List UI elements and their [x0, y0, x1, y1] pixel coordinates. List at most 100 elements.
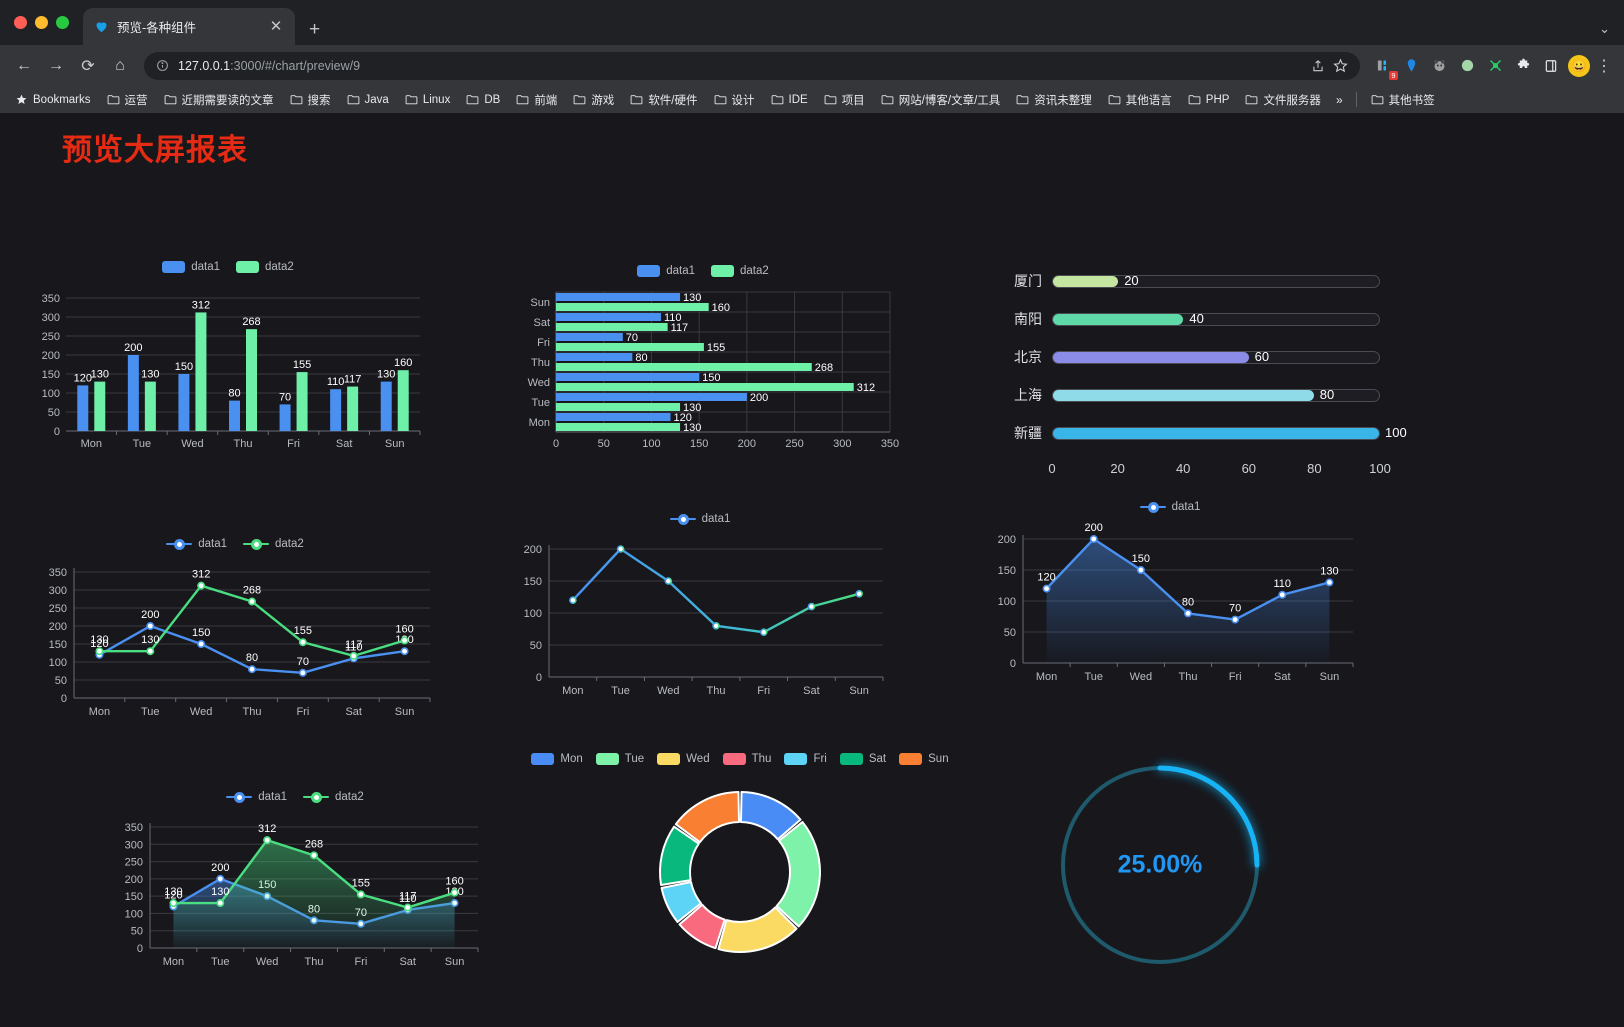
folder-icon — [164, 95, 176, 105]
close-icon[interactable]: ✕ — [269, 18, 283, 35]
legend-item[interactable]: data2 — [711, 265, 769, 277]
legend-item[interactable]: data2 — [236, 261, 294, 273]
legend-swatch — [531, 753, 555, 765]
address-bar[interactable]: 127.0.0.1:3000/#/chart/preview/9 — [144, 51, 1360, 80]
progress-row[interactable]: 北京 60 — [1000, 347, 1380, 367]
progress-row[interactable]: 上海 80 — [1000, 385, 1380, 405]
bookmark-folder[interactable]: 游戏 — [566, 89, 621, 111]
bookmark-folder[interactable]: 运营 — [100, 89, 155, 111]
home-icon[interactable]: ⌂ — [115, 56, 125, 74]
svg-text:Tue: Tue — [211, 956, 230, 968]
axis-tick-label: 100 — [1369, 461, 1391, 476]
svg-text:268: 268 — [305, 838, 323, 850]
legend-item[interactable]: Sat — [839, 753, 886, 765]
legend-item[interactable]: Fri — [784, 753, 827, 765]
svg-text:110: 110 — [345, 641, 363, 653]
menu-icon[interactable]: ⋮ — [1596, 57, 1612, 75]
progress-row[interactable]: 新疆 100 — [1000, 423, 1407, 443]
bookmark-folder[interactable]: 项目 — [817, 89, 872, 111]
svg-text:Sat: Sat — [399, 956, 416, 968]
progress-fill — [1053, 275, 1119, 287]
pin-ext-icon[interactable] — [1398, 53, 1424, 79]
bookmark-folder[interactable]: 前端 — [509, 89, 564, 111]
legend-label: Mon — [560, 753, 583, 765]
window-controls[interactable] — [10, 0, 83, 45]
svg-text:70: 70 — [279, 391, 291, 403]
progress-track: 20 — [1052, 273, 1380, 288]
bookmark-folder[interactable]: 其他语言 — [1101, 89, 1179, 111]
panda-ext-icon[interactable] — [1426, 53, 1452, 79]
green-circle-ext-icon[interactable] — [1454, 53, 1480, 79]
bookmark-folder[interactable]: 资讯未整理 — [1009, 89, 1099, 111]
svg-text:0: 0 — [54, 426, 60, 438]
legend-item[interactable]: data1 — [637, 265, 695, 277]
legend-item[interactable]: Tue — [595, 753, 645, 765]
legend-item[interactable]: data1 — [226, 791, 287, 803]
bookmarks-overflow-button[interactable]: » — [1335, 92, 1343, 107]
info-icon[interactable] — [156, 59, 169, 72]
bookmark-folder[interactable]: 软件/硬件 — [623, 89, 704, 111]
bookmark-folder[interactable]: PHP — [1181, 91, 1237, 109]
xmind-ext-icon[interactable] — [1482, 53, 1508, 79]
legend-item[interactable]: data2 — [243, 538, 304, 550]
bookmark-folder[interactable]: DB — [459, 91, 507, 109]
chart-donut[interactable]: Mon Tue Wed Thu Fri Sat Sun — [520, 753, 960, 1003]
chart-bar-horizontal[interactable]: data1 data2 0 50 100 150 200 250 300 350 130 160 Su… — [508, 265, 899, 480]
legend-label: Tue — [624, 753, 645, 765]
svg-text:Mon: Mon — [89, 706, 110, 718]
share-icon[interactable] — [1311, 59, 1325, 73]
divider — [1355, 92, 1357, 107]
bookmark-folder[interactable]: 网站/博客/文章/工具 — [874, 89, 1008, 111]
folder-icon — [824, 95, 837, 105]
bookmark-folder-label: 近期需要读的文章 — [181, 94, 274, 107]
progress-row[interactable]: 南阳 40 — [1000, 309, 1380, 329]
bookmark-folder[interactable]: 文件服务器 — [1238, 89, 1328, 111]
legend-item[interactable]: data2 — [303, 791, 364, 803]
new-tab-button[interactable]: + — [309, 19, 321, 40]
chart-line-two-series[interactable]: data1 data2 0 50 100 150 200 250 300 350 Mon Tue We… — [30, 538, 440, 753]
sidebar-ext-icon[interactable]: 9 — [1370, 53, 1398, 80]
legend-item[interactable]: Sun — [899, 753, 949, 765]
chart-line-gradient[interactable]: data1 0 50 100 150 200 Mon Tue Wed Thu Fri Sat Sun — [505, 513, 895, 728]
svg-text:150: 150 — [175, 361, 193, 373]
chart-area-two-series[interactable]: data1 data2 0 50 100 150 200 250 300 350 Mon Tue We… — [100, 791, 490, 1006]
bookmark-folder[interactable]: 搜索 — [283, 89, 338, 111]
legend-item[interactable]: data1 — [1139, 501, 1200, 513]
reading-list-icon[interactable] — [1538, 53, 1564, 79]
bookmark-root[interactable]: Bookmarks — [8, 90, 98, 109]
bookmark-other[interactable]: 其他书签 — [1364, 89, 1442, 111]
progress-row[interactable]: 厦门 20 — [1000, 271, 1380, 291]
bookmark-folder[interactable]: Java — [340, 91, 396, 109]
bookmark-folder[interactable]: Linux — [398, 91, 458, 109]
bookmark-folder[interactable]: 设计 — [707, 89, 762, 111]
chevron-down-icon[interactable]: ⌄ — [1599, 21, 1610, 36]
legend-item[interactable]: data1 — [166, 538, 227, 550]
reload-icon[interactable]: ⟳ — [81, 57, 95, 75]
star-icon[interactable] — [1333, 58, 1348, 73]
bookmark-folder[interactable]: IDE — [764, 91, 815, 109]
chart-area-single[interactable]: data1 0 50 100 150 200 Mon Tue Wed Thu Fri Sat Sun 1… — [975, 501, 1365, 716]
close-window-button[interactable] — [14, 16, 27, 29]
minimize-window-button[interactable] — [35, 16, 48, 29]
forward-icon[interactable]: → — [48, 56, 64, 74]
maximize-window-button[interactable] — [56, 16, 69, 29]
legend-area-two-series: data1 data2 — [100, 791, 490, 803]
browser-tab[interactable]: 预览-各种组件 ✕ — [83, 8, 295, 45]
chart-progress-bars[interactable]: 厦门 20 南阳 40 北京 60 上海 80 新疆 100 0 20 40 60 80 100 — [1000, 271, 1407, 501]
puzzle-ext-icon[interactable] — [1510, 53, 1536, 79]
svg-text:Wed: Wed — [1130, 671, 1152, 683]
back-icon[interactable]: ← — [16, 56, 32, 74]
progress-value: 40 — [1189, 310, 1204, 326]
svg-text:120: 120 — [1037, 572, 1055, 584]
legend-item[interactable]: data1 — [162, 261, 220, 273]
chart-bar-vertical[interactable]: data1 data2 0 50 100 150 200 250 300 350 120 130 Mo… — [28, 261, 428, 481]
profile-avatar[interactable]: 😀 — [1566, 53, 1592, 79]
legend-item[interactable]: Thu — [722, 753, 771, 765]
svg-text:80: 80 — [246, 652, 258, 664]
legend-item[interactable]: Wed — [657, 753, 710, 765]
legend-item[interactable]: data1 — [669, 513, 730, 525]
svg-text:Sun: Sun — [530, 297, 550, 309]
legend-item[interactable]: Mon — [531, 753, 583, 765]
bookmark-folder[interactable]: 近期需要读的文章 — [157, 89, 281, 111]
chart-gauge[interactable]: 25.00% — [1045, 750, 1275, 980]
